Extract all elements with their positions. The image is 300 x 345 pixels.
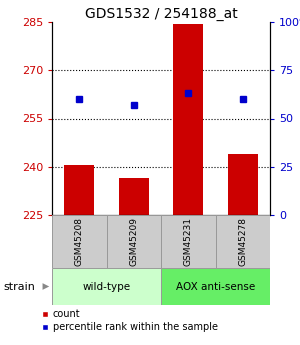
- Text: wild-type: wild-type: [82, 282, 130, 292]
- Text: GSM45231: GSM45231: [184, 217, 193, 266]
- Bar: [52, 215, 106, 268]
- Bar: [161, 268, 270, 305]
- Title: GDS1532 / 254188_at: GDS1532 / 254188_at: [85, 7, 237, 21]
- Bar: [106, 215, 161, 268]
- Bar: [161, 215, 215, 268]
- Legend: count, percentile rank within the sample: count, percentile rank within the sample: [41, 309, 218, 332]
- Bar: [52, 268, 161, 305]
- Bar: [119, 178, 149, 215]
- Bar: [215, 215, 270, 268]
- Bar: [173, 23, 203, 215]
- Bar: [64, 165, 94, 215]
- Text: GSM45209: GSM45209: [129, 217, 138, 266]
- Text: GSM45208: GSM45208: [75, 217, 84, 266]
- Text: GSM45278: GSM45278: [238, 217, 247, 266]
- Text: strain: strain: [3, 282, 35, 292]
- Text: AOX anti-sense: AOX anti-sense: [176, 282, 255, 292]
- Bar: [228, 154, 258, 215]
